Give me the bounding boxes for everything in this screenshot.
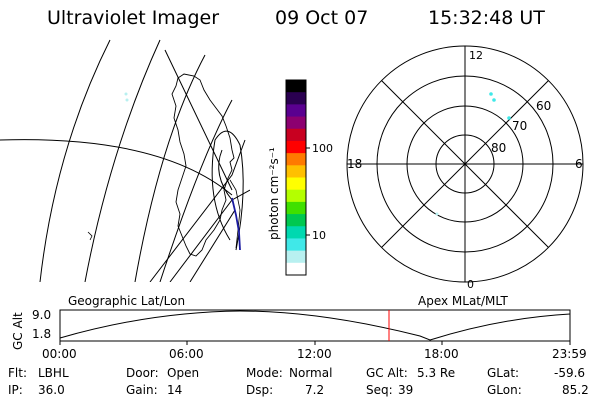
footprint-track xyxy=(231,197,241,251)
image-date: 09 Oct 07 xyxy=(275,7,369,29)
color-scale-segment xyxy=(286,165,306,178)
timeline-right-title: Apex MLat/MLT xyxy=(418,294,508,308)
latitude-line xyxy=(0,139,233,196)
altitude-curve xyxy=(59,310,571,341)
dsp-value: 7.2 xyxy=(305,383,325,397)
filter-label: Flt: xyxy=(8,366,27,380)
color-scale-segment xyxy=(286,92,306,105)
mode-label: Mode: xyxy=(246,366,283,380)
filter-value: LBHL xyxy=(38,366,69,380)
color-scale-segment xyxy=(286,153,306,166)
color-scale-segment xyxy=(286,140,306,154)
x-tick-0600: 06:00 xyxy=(169,347,204,361)
timeline-axis-label: GC Alt xyxy=(11,312,25,350)
mlt-label-6: 6 xyxy=(575,157,583,171)
altitude-timeline xyxy=(59,309,571,345)
x-tick-1800: 18:00 xyxy=(424,347,459,361)
color-scale-segment xyxy=(286,104,306,118)
glon-value: 85.2 xyxy=(562,383,589,397)
longitude-line xyxy=(134,54,206,282)
image-time: 15:32:48 UT xyxy=(428,7,545,29)
ip-value: 36.0 xyxy=(38,383,65,397)
color-scale-segment xyxy=(286,177,306,191)
color-scale-tick-100: 100 xyxy=(312,142,333,155)
color-scale-segment xyxy=(286,128,306,142)
color-scale-bar xyxy=(285,79,310,276)
x-tick-2359: 23:59 xyxy=(552,347,587,361)
longitude-line xyxy=(159,99,233,282)
x-tick-0000: 00:00 xyxy=(42,347,77,361)
mlat-label-80: 80 xyxy=(491,141,506,155)
latitude-line xyxy=(218,149,233,201)
glat-label: GLat: xyxy=(487,366,520,380)
glon-label: GLon: xyxy=(487,383,522,397)
color-scale-segment xyxy=(286,116,306,130)
x-tick-1200: 12:00 xyxy=(297,347,332,361)
y-tick-lower: 1.8 xyxy=(32,327,52,341)
meridian-line xyxy=(189,209,236,282)
mlt-label-18: 18 xyxy=(347,157,362,171)
gc-alt-value: 5.3 Re xyxy=(417,366,456,380)
coastline xyxy=(171,73,235,257)
polar-mlt-plot xyxy=(346,45,584,283)
gain-label: Gain: xyxy=(126,383,158,397)
color-scale-segment xyxy=(286,238,306,252)
color-scale-segment xyxy=(286,250,306,264)
door-value: Open xyxy=(167,366,200,380)
gain-value: 14 xyxy=(167,383,183,397)
dsp-label: Dsp: xyxy=(246,383,274,397)
meridian-line xyxy=(149,139,246,282)
instrument-title: Ultraviolet Imager xyxy=(47,7,220,29)
meridian-line xyxy=(164,49,233,191)
seq-label: Seq: xyxy=(366,383,393,397)
mlat-label-60: 60 xyxy=(536,99,551,113)
geographic-map xyxy=(0,39,250,282)
seq-value: 39 xyxy=(398,383,414,397)
mlt-label-12: 12 xyxy=(469,49,483,62)
color-scale-segment xyxy=(286,80,306,93)
coastline xyxy=(229,179,241,249)
y-tick-upper: 9.0 xyxy=(32,308,52,322)
color-scale-segment xyxy=(286,201,306,215)
color-scale-segment xyxy=(286,226,306,239)
timeline-left-title: Geographic Lat/Lon xyxy=(68,294,186,308)
ip-label: IP: xyxy=(8,383,23,397)
door-label: Door: xyxy=(126,366,159,380)
glat-value: -59.6 xyxy=(554,366,586,380)
color-scale-segment xyxy=(286,262,306,276)
mlat-label-70: 70 xyxy=(512,119,527,133)
color-scale-unit: photon cm⁻²s⁻¹ xyxy=(267,147,281,240)
gc-alt-label: GC Alt: xyxy=(366,366,408,380)
color-scale-border xyxy=(285,79,307,276)
color-scale-segment xyxy=(286,214,306,227)
coastline xyxy=(87,231,93,241)
color-scale-tick-10: 10 xyxy=(312,229,326,242)
mlt-label-0: 0 xyxy=(467,278,474,291)
mode-value: Normal xyxy=(289,366,333,380)
color-scale-segment xyxy=(286,189,306,203)
longitude-line xyxy=(39,39,111,282)
longitude-line xyxy=(84,39,161,282)
